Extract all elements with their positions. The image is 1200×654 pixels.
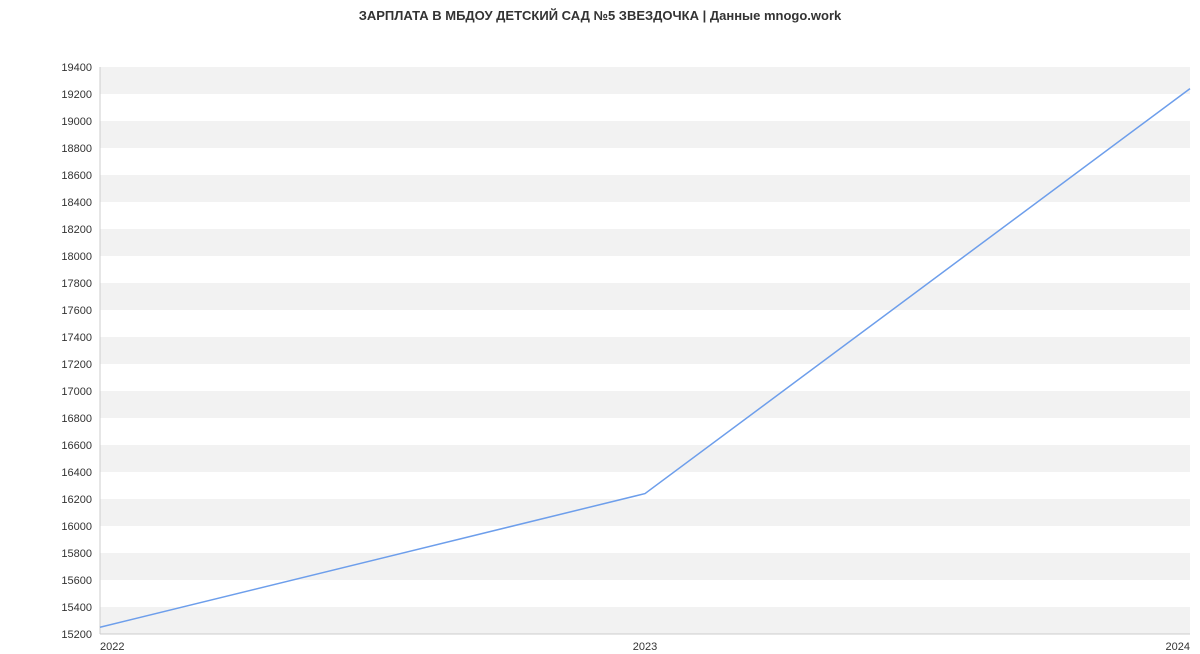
y-tick-label: 15400 bbox=[61, 602, 92, 614]
x-tick-label: 2024 bbox=[1166, 641, 1190, 653]
grid-band bbox=[100, 553, 1190, 580]
grid-band bbox=[100, 607, 1190, 634]
grid-band bbox=[100, 499, 1190, 526]
y-tick-label: 18800 bbox=[61, 143, 92, 155]
y-tick-label: 16600 bbox=[61, 440, 92, 452]
y-tick-label: 18600 bbox=[61, 170, 92, 182]
y-tick-label: 19200 bbox=[61, 89, 92, 101]
salary-line-chart: ЗАРПЛАТА В МБДОУ ДЕТСКИЙ САД №5 ЗВЕЗДОЧК… bbox=[0, 0, 1200, 650]
y-tick-label: 16000 bbox=[61, 521, 92, 533]
grid-band bbox=[100, 229, 1190, 256]
y-tick-label: 17000 bbox=[61, 386, 92, 398]
y-tick-label: 17600 bbox=[61, 305, 92, 317]
grid-band bbox=[100, 391, 1190, 418]
grid-band bbox=[100, 283, 1190, 310]
chart-svg: 15200 15400 15600 15800 16000 16200 16400 16600… bbox=[0, 29, 1200, 654]
y-tick-label: 16200 bbox=[61, 494, 92, 506]
y-tick-label: 15800 bbox=[61, 548, 92, 560]
grid-band bbox=[100, 445, 1190, 472]
grid-band bbox=[100, 337, 1190, 364]
x-tick-label: 2023 bbox=[633, 641, 657, 653]
y-tick-label: 19000 bbox=[61, 116, 92, 128]
y-tick-label: 16800 bbox=[61, 413, 92, 425]
y-tick-label: 18400 bbox=[61, 197, 92, 209]
y-tick-label: 16400 bbox=[61, 467, 92, 479]
x-tick-label: 2022 bbox=[100, 641, 124, 653]
chart-title: ЗАРПЛАТА В МБДОУ ДЕТСКИЙ САД №5 ЗВЕЗДОЧК… bbox=[0, 0, 1200, 29]
y-tick-label: 17400 bbox=[61, 332, 92, 344]
y-tick-label: 15200 bbox=[61, 629, 92, 641]
y-tick-label: 18200 bbox=[61, 224, 92, 236]
grid-band bbox=[100, 175, 1190, 202]
y-tick-label: 18000 bbox=[61, 251, 92, 263]
y-tick-label: 15600 bbox=[61, 575, 92, 587]
grid-band bbox=[100, 121, 1190, 148]
y-tick-label: 17200 bbox=[61, 359, 92, 371]
y-tick-label: 17800 bbox=[61, 278, 92, 290]
y-tick-label: 19400 bbox=[61, 62, 92, 74]
grid-band bbox=[100, 67, 1190, 94]
